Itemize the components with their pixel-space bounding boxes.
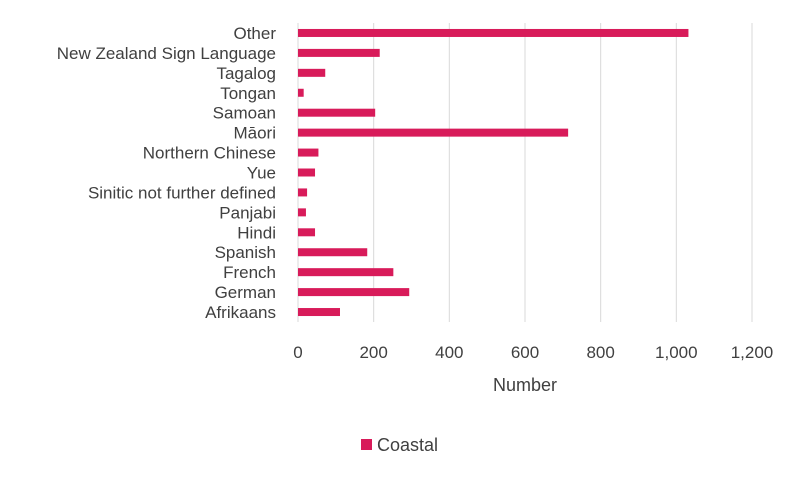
x-tick-label: 600 [511, 343, 539, 362]
x-tick-label: 1,200 [731, 343, 774, 362]
category-label: Panjabi [219, 203, 276, 222]
bar [298, 248, 368, 257]
category-label: Spanish [215, 243, 276, 262]
x-tick-label: 0 [293, 343, 302, 362]
legend: Coastal [361, 435, 438, 455]
bar [298, 268, 394, 277]
tick-labels: 0 200 400 600 800 1,000 1,200 [293, 343, 773, 362]
category-label: New Zealand Sign Language [57, 44, 276, 63]
bars [298, 28, 689, 317]
x-tick-label: 1,000 [655, 343, 698, 362]
x-tick-label: 200 [359, 343, 387, 362]
bar [298, 168, 316, 177]
category-label: Sinitic not further defined [88, 183, 276, 202]
category-label: Tagalog [216, 64, 276, 83]
bar [298, 208, 306, 217]
bar [298, 28, 689, 37]
bar [298, 88, 304, 97]
bar [298, 308, 340, 317]
bar [298, 68, 326, 77]
legend-label: Coastal [377, 435, 438, 455]
x-tick-label: 800 [586, 343, 614, 362]
category-label: Samoan [213, 104, 276, 123]
category-label: Māori [233, 124, 276, 143]
bar [298, 188, 308, 197]
category-label: Tongan [220, 84, 276, 103]
category-label: Northern Chinese [143, 144, 276, 163]
x-axis-title: Number [493, 375, 557, 395]
bar [298, 128, 569, 137]
bar [298, 148, 319, 157]
category-label: Afrikaans [205, 303, 276, 322]
gridlines [297, 23, 753, 322]
category-label: Yue [247, 164, 276, 183]
category-label: Other [233, 24, 276, 43]
bar [298, 288, 410, 297]
bar [298, 228, 316, 237]
legend-swatch [361, 439, 372, 450]
category-label: French [223, 263, 276, 282]
bar [298, 108, 376, 117]
bar [298, 48, 380, 57]
category-label: Hindi [237, 223, 276, 242]
category-label: German [215, 283, 276, 302]
x-tick-label: 400 [435, 343, 463, 362]
